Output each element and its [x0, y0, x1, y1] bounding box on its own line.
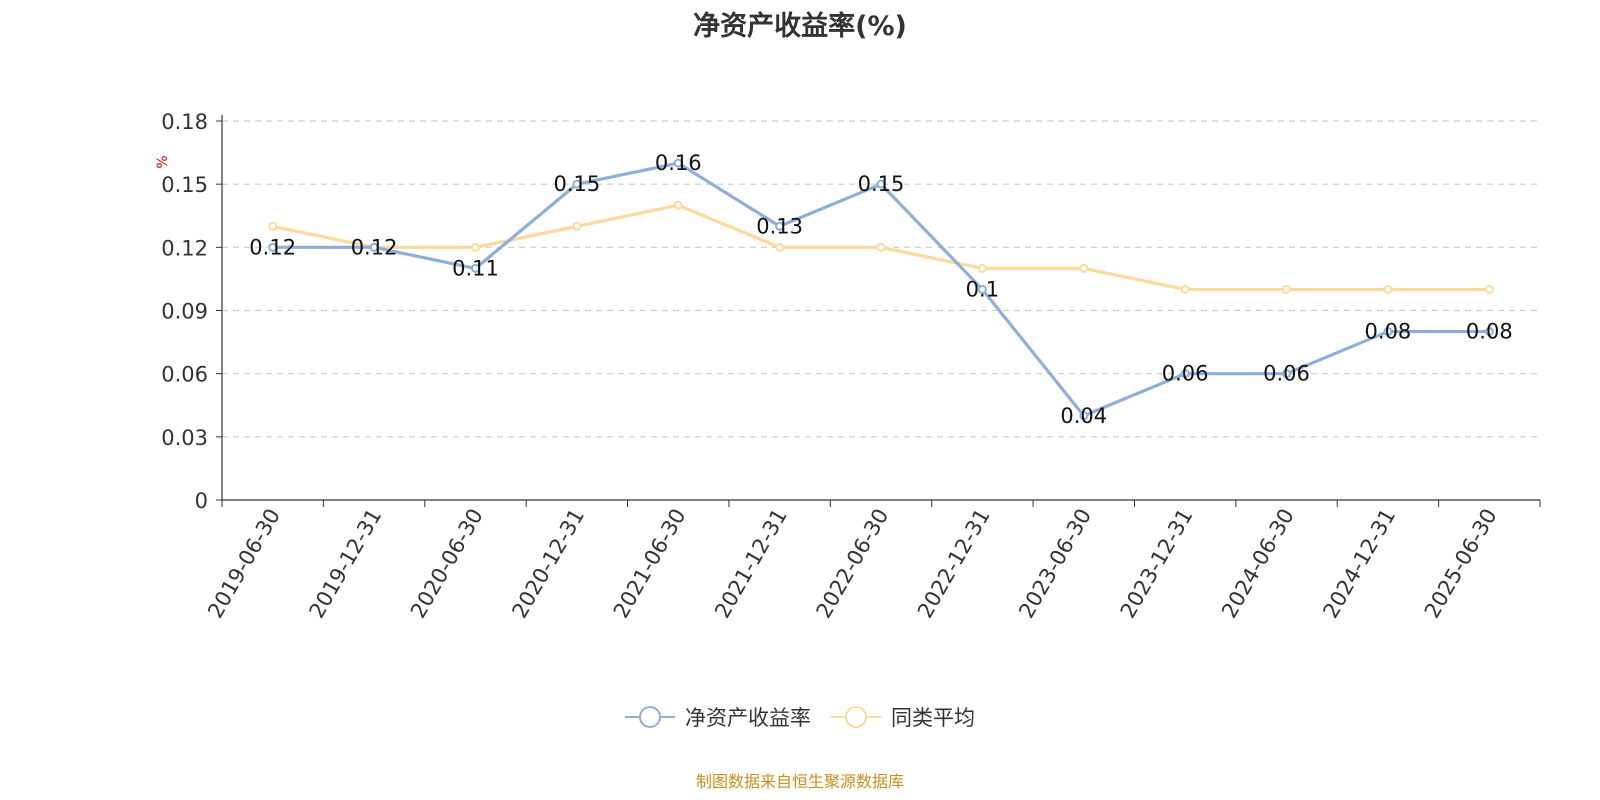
x-tick-label-8: 2023-06-30	[1014, 505, 1096, 623]
series-1-point-10	[1282, 284, 1292, 294]
series-1-point-4	[673, 200, 683, 210]
x-tick-label-0: 2019-06-30	[203, 505, 285, 623]
series-0-point-3	[572, 179, 582, 189]
data-label-8: 0.04	[1060, 404, 1107, 428]
series-1-point-3	[572, 221, 582, 231]
series-1-point-9	[1180, 284, 1190, 294]
data-label-5: 0.13	[756, 214, 803, 238]
series-1-point-5	[775, 242, 785, 252]
x-tick-label-2: 2020-06-30	[406, 505, 488, 623]
x-tick-label-10: 2024-06-30	[1217, 505, 1299, 623]
series-0-point-4	[673, 158, 683, 168]
series-1-point-12	[1484, 284, 1494, 294]
y-tick-label-3: 0.09	[161, 300, 208, 324]
x-tick-label-11: 2024-12-31	[1318, 505, 1400, 623]
legend-roe-symbol-icon	[625, 706, 675, 728]
x-tick-label-7: 2022-12-31	[913, 505, 995, 623]
data-label-4: 0.16	[655, 151, 702, 175]
legend-item-roe[interactable]: 净资产收益率	[625, 702, 811, 732]
y-tick-label-5: 0.15	[161, 173, 208, 197]
series-0-point-5	[775, 221, 785, 231]
series-0-point-10	[1282, 369, 1292, 379]
series-0-point-6	[876, 179, 886, 189]
series-0-point-11	[1383, 327, 1393, 337]
x-tick-label-5: 2021-12-31	[710, 505, 792, 623]
data-label-11: 0.08	[1365, 320, 1412, 344]
y-tick-label-6: 0.18	[161, 110, 208, 134]
data-label-3: 0.15	[553, 172, 600, 196]
data-label-1: 0.12	[351, 235, 398, 259]
source-note: 制图数据来自恒生聚源数据库	[695, 772, 904, 791]
series-0-point-12	[1484, 327, 1494, 337]
y-tick-label-1: 0.03	[161, 426, 208, 450]
data-label-0: 0.12	[249, 235, 296, 259]
series-0-point-0	[268, 242, 278, 252]
x-tick-label-4: 2021-06-30	[609, 505, 691, 623]
series-1-point-6	[876, 242, 886, 252]
data-label-6: 0.15	[858, 172, 905, 196]
y-axis-label: %	[155, 155, 171, 168]
legend-peer-average-symbol-icon	[831, 706, 881, 728]
x-tick-label-9: 2023-12-31	[1116, 505, 1198, 623]
data-label-10: 0.06	[1263, 362, 1310, 386]
x-tick-label-3: 2020-12-31	[507, 505, 589, 623]
legend-roe-label: 净资产收益率	[685, 706, 811, 730]
series-0-point-1	[369, 242, 379, 252]
x-tick-label-12: 2025-06-30	[1420, 505, 1502, 623]
series-1-point-0	[268, 221, 278, 231]
series-0-point-8	[1079, 411, 1089, 421]
data-label-9: 0.06	[1162, 362, 1209, 386]
series-1-point-8	[1079, 263, 1089, 273]
data-label-2: 0.11	[452, 256, 499, 280]
legend-item-peer-average[interactable]: 同类平均	[831, 702, 975, 732]
legend: 净资产收益率 同类平均	[0, 702, 1600, 732]
x-tick-label-1: 2019-12-31	[305, 505, 387, 623]
x-tick-label-6: 2022-06-30	[812, 505, 894, 623]
series-0-point-7	[977, 284, 987, 294]
series-1-point-2	[470, 242, 480, 252]
y-tick-label-2: 0.06	[161, 363, 208, 387]
series-1-point-11	[1383, 284, 1393, 294]
series-1-point-7	[977, 263, 987, 273]
data-label-12: 0.08	[1466, 320, 1513, 344]
y-tick-label-0: 0	[195, 489, 208, 513]
data-label-7: 0.1	[966, 277, 999, 301]
y-tick-label-4: 0.12	[161, 236, 208, 260]
legend-peer-average-label: 同类平均	[891, 706, 975, 730]
chart-title: 净资产收益率(%)	[693, 11, 907, 42]
series-0-point-9	[1180, 369, 1190, 379]
series-0-point-2	[470, 263, 480, 273]
